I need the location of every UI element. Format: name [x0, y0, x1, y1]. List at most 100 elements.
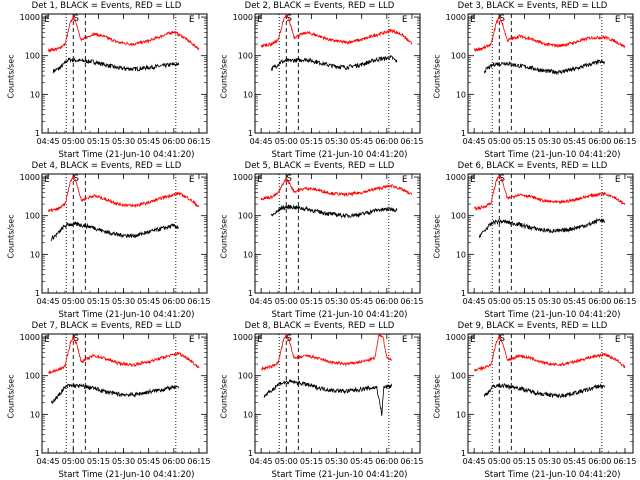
eclipse-annotation-right: E	[189, 175, 195, 185]
x-axis-label: Start Time (21-Jun-10 04:41:20)	[484, 470, 621, 480]
x-tick-label: 04:45	[463, 137, 486, 146]
x-tick-label: 04:45	[463, 297, 486, 306]
y-tick-label: 10	[456, 90, 466, 99]
x-tick-label: 06:00	[375, 137, 398, 146]
x-tick-label: 05:30	[538, 137, 561, 146]
plot-area: 1 10 100 1000 04:45 05:00 05:15 05:30 05:45 06:00…	[446, 173, 637, 306]
x-axis-label: Start Time (21-Jun-10 04:41:20)	[484, 150, 621, 160]
eclipse-annotation-right: E	[615, 175, 621, 185]
events-series-line	[50, 383, 180, 405]
y-tick-label: 1000	[233, 173, 253, 182]
panel-title: Det 7, BLACK = Events, RED = LLD	[31, 321, 182, 331]
x-tick-label: 05:30	[325, 137, 348, 146]
x-tick-label: 06:15	[613, 137, 636, 146]
x-axis-label: Start Time (21-Jun-10 04:41:20)	[271, 470, 408, 480]
plot-area: 1 10 100 1000 04:45 05:00 05:15 05:30 05:45 06:00…	[233, 173, 424, 306]
panel-title: Det 8, BLACK = Events, RED = LLD	[244, 321, 395, 331]
detector-panel-8: Det 8, BLACK = Events, RED = LLD Start Ti…	[213, 320, 426, 480]
eclipse-annotation-right: E	[189, 335, 195, 345]
lld-series-line	[473, 335, 626, 373]
x-tick-label: 04:45	[250, 457, 273, 466]
y-tick-label: 10	[243, 410, 253, 419]
detector-panel-3: Det 3, BLACK = Events, RED = LLD Start Ti…	[426, 0, 639, 160]
eclipse-annotation-right: E	[402, 175, 408, 185]
saa-annotation: S	[73, 174, 79, 184]
plot-area: 1 10 100 1000 04:45 05:00 05:15 05:30 05:45 06:00…	[446, 13, 637, 146]
x-tick-label: 04:45	[37, 457, 60, 466]
x-tick-label: 05:30	[112, 297, 135, 306]
x-tick-label: 06:00	[375, 457, 398, 466]
x-axis-label: Start Time (21-Jun-10 04:41:20)	[58, 310, 195, 320]
x-tick-label: 06:15	[187, 137, 210, 146]
x-tick-label: 06:15	[187, 457, 210, 466]
x-tick-label: 05:00	[275, 457, 298, 466]
y-tick-label: 1	[35, 449, 40, 458]
x-tick-label: 05:45	[350, 457, 373, 466]
eclipse-annotation: E	[44, 335, 50, 345]
plot-frame	[41, 173, 208, 294]
eclipse-annotation: E	[257, 335, 263, 345]
x-tick-label: 06:15	[400, 457, 423, 466]
y-tick-label: 1	[35, 129, 40, 138]
y-tick-label: 1	[248, 289, 253, 298]
y-tick-label: 10	[243, 90, 253, 99]
y-tick-label: 100	[25, 372, 40, 381]
y-tick-label: 100	[451, 212, 466, 221]
eclipse-annotation-right: E	[615, 335, 621, 345]
plot-area: 1 10 100 1000 04:45 05:00 05:15 05:30 05:45 06:00…	[233, 333, 424, 466]
x-tick-label: 05:00	[488, 137, 511, 146]
x-tick-label: 05:45	[563, 457, 586, 466]
y-tick-label: 10	[456, 250, 466, 259]
y-tick-label: 1000	[20, 173, 40, 182]
y-tick-label: 100	[25, 212, 40, 221]
y-tick-label: 100	[238, 212, 253, 221]
x-axis-label: Start Time (21-Jun-10 04:41:20)	[58, 150, 195, 160]
y-tick-label: 1	[35, 289, 40, 298]
detector-panel-1: Det 1, BLACK = Events, RED = LLD Start Ti…	[0, 0, 213, 160]
plot-frame	[41, 13, 208, 134]
x-tick-label: 04:45	[37, 137, 60, 146]
saa-annotation: S	[73, 334, 79, 344]
x-tick-label: 04:45	[463, 457, 486, 466]
y-tick-label: 1	[461, 289, 466, 298]
x-tick-label: 06:00	[588, 457, 611, 466]
x-tick-label: 05:30	[325, 457, 348, 466]
x-tick-label: 06:00	[162, 137, 185, 146]
x-tick-label: 05:15	[300, 137, 323, 146]
x-tick-label: 05:30	[325, 297, 348, 306]
panel-title: Det 2, BLACK = Events, RED = LLD	[244, 1, 395, 11]
y-tick-label: 10	[30, 90, 40, 99]
x-tick-label: 06:00	[375, 297, 398, 306]
y-tick-label: 1000	[20, 333, 40, 342]
eclipse-annotation: E	[257, 15, 263, 25]
y-tick-label: 1000	[20, 13, 40, 22]
x-tick-label: 05:45	[137, 137, 160, 146]
x-tick-label: 05:45	[137, 457, 160, 466]
eclipse-annotation-right: E	[402, 15, 408, 25]
x-tick-label: 05:15	[87, 137, 110, 146]
lld-series-line	[260, 14, 413, 48]
plot-area: 1 10 100 1000 04:45 05:00 05:15 05:30 05:45 06:00…	[20, 333, 211, 466]
x-tick-label: 04:45	[37, 297, 60, 306]
events-series-line	[478, 217, 606, 238]
x-axis-label: Start Time (21-Jun-10 04:41:20)	[58, 470, 195, 480]
x-tick-label: 05:00	[275, 297, 298, 306]
x-tick-label: 05:30	[112, 137, 135, 146]
y-tick-label: 100	[238, 52, 253, 61]
eclipse-annotation: E	[44, 15, 50, 25]
panel-title: Det 1, BLACK = Events, RED = LLD	[31, 1, 182, 11]
x-tick-label: 05:45	[350, 297, 373, 306]
lld-series-line	[47, 14, 200, 53]
x-tick-label: 06:00	[588, 137, 611, 146]
lld-series-line	[473, 175, 626, 211]
x-tick-label: 06:15	[400, 297, 423, 306]
x-tick-label: 05:00	[275, 137, 298, 146]
events-series-line	[50, 220, 180, 242]
detector-panel-5: Det 5, BLACK = Events, RED = LLD Start Ti…	[213, 160, 426, 320]
x-tick-label: 05:30	[538, 457, 561, 466]
x-tick-label: 06:15	[400, 137, 423, 146]
x-axis-label: Start Time (21-Jun-10 04:41:20)	[484, 310, 621, 320]
x-axis-label: Start Time (21-Jun-10 04:41:20)	[271, 310, 408, 320]
x-tick-label: 05:30	[112, 457, 135, 466]
